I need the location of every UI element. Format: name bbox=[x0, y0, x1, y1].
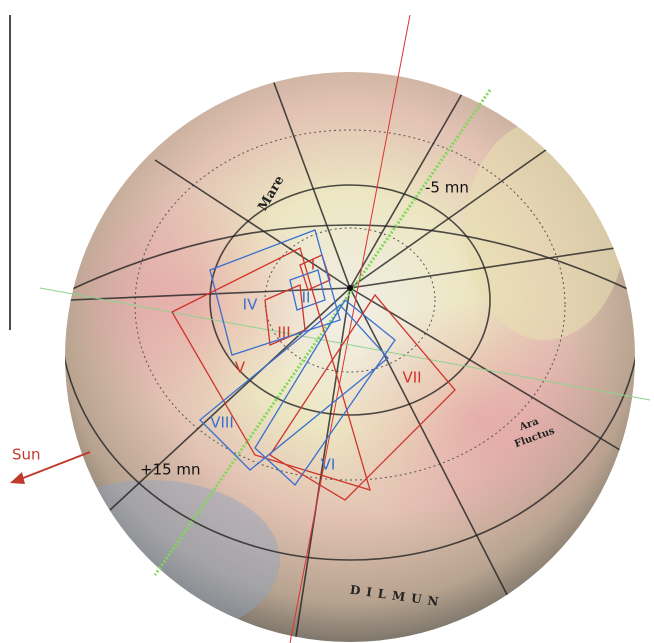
footprint-label: VII bbox=[402, 369, 421, 387]
footprint bbox=[264, 284, 306, 346]
footprint bbox=[171, 247, 371, 491]
sun-arrowhead bbox=[10, 472, 25, 484]
footprint bbox=[299, 254, 331, 291]
footprint bbox=[199, 304, 389, 471]
footprints bbox=[171, 229, 456, 501]
equator-line bbox=[39, 287, 651, 401]
surface-patch bbox=[330, 300, 630, 540]
time-end-label: +15 mn bbox=[140, 461, 201, 479]
footprint-label: I bbox=[311, 256, 315, 274]
footprint-label: VIII bbox=[210, 414, 234, 432]
footprint-label: III bbox=[277, 324, 290, 342]
time-start-label: -5 mn bbox=[425, 179, 469, 197]
footprint bbox=[209, 229, 341, 356]
footprint-label: V bbox=[235, 359, 246, 377]
latitude-line bbox=[69, 224, 631, 291]
sun-label: Sun bbox=[12, 446, 41, 464]
footprint-label: IV bbox=[243, 296, 258, 314]
latitude-dotted bbox=[134, 129, 566, 481]
rotation-axis bbox=[289, 14, 411, 643]
footprint bbox=[269, 293, 456, 501]
sun-arrow bbox=[17, 451, 91, 481]
footprint bbox=[289, 269, 326, 311]
latitude-line bbox=[209, 184, 491, 416]
pole bbox=[347, 285, 353, 291]
meridian bbox=[69, 72, 635, 642]
surface-patch bbox=[65, 190, 320, 410]
latitude-line bbox=[65, 72, 635, 561]
surface-patch bbox=[65, 480, 280, 640]
footprint-label: II bbox=[302, 289, 311, 307]
footprint-label: VI bbox=[321, 456, 336, 474]
footprint bbox=[254, 299, 396, 486]
